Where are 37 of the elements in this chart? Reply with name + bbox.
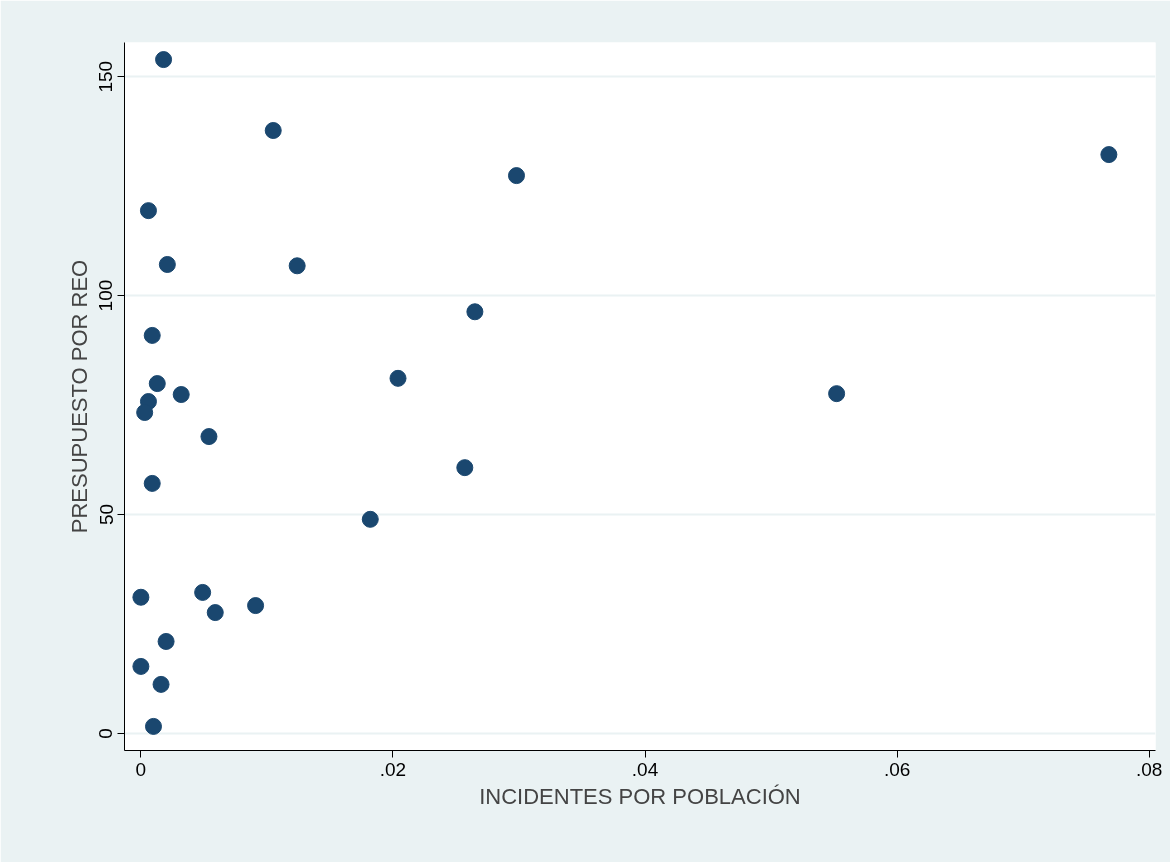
point <box>143 326 161 344</box>
point <box>139 202 157 220</box>
x-axis-title: INCIDENTES POR POBLACIÓN <box>479 783 801 809</box>
point <box>132 657 150 675</box>
point <box>828 385 846 403</box>
point <box>389 369 407 387</box>
point <box>264 122 282 139</box>
point <box>456 459 474 477</box>
point <box>143 474 161 492</box>
point <box>247 597 265 615</box>
y-axis-title: PRESUPUESTO POR REO <box>66 259 92 534</box>
point <box>136 404 154 421</box>
point <box>194 583 212 601</box>
x-tick-label: .04 <box>631 758 659 780</box>
point <box>206 604 224 622</box>
point <box>148 375 166 393</box>
x-tick-label: .02 <box>379 758 407 780</box>
point <box>466 303 484 321</box>
point <box>157 632 175 650</box>
point <box>1100 146 1118 164</box>
y-tick-label: 100 <box>95 279 117 312</box>
point <box>132 588 150 606</box>
point <box>158 256 176 273</box>
point <box>172 386 190 404</box>
point <box>200 428 218 446</box>
point <box>152 675 170 693</box>
x-tick-label: .08 <box>1135 758 1163 780</box>
point <box>361 510 379 528</box>
point <box>155 51 173 69</box>
x-tick-label: 0 <box>135 758 147 780</box>
point <box>288 257 306 275</box>
x-tick-label: .06 <box>883 758 911 780</box>
point <box>507 167 525 185</box>
point <box>144 717 162 735</box>
y-tick-label: 50 <box>95 503 117 526</box>
y-tick-label: 150 <box>95 60 117 93</box>
y-tick-label: 0 <box>95 728 117 739</box>
